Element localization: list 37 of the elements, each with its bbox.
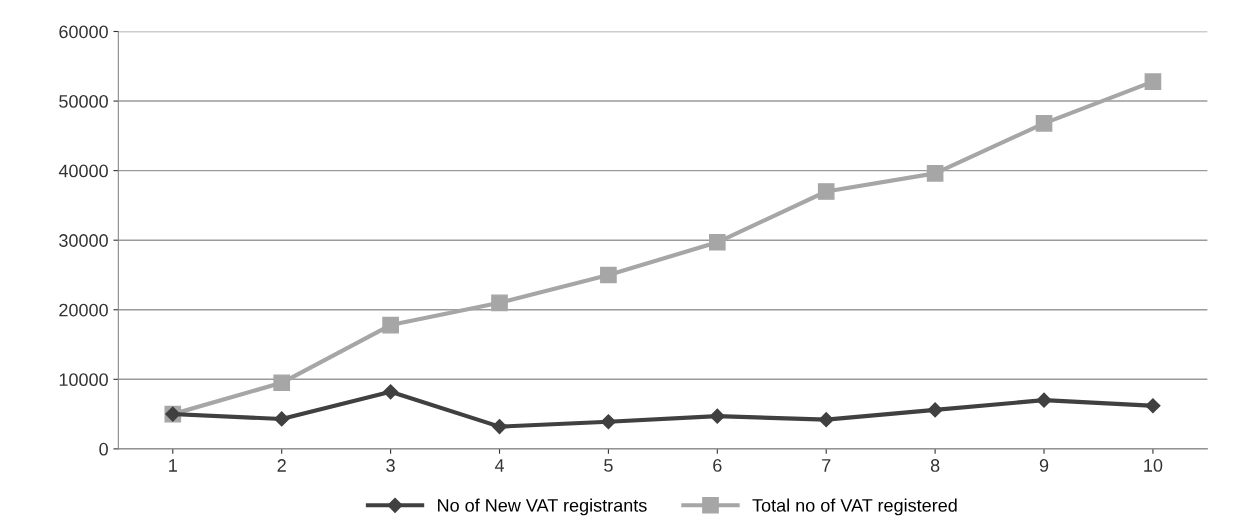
x-tick-label: 4 bbox=[494, 459, 504, 472]
point bbox=[927, 402, 943, 418]
point bbox=[1035, 114, 1053, 132]
y-tick-label: 10000 bbox=[59, 373, 108, 387]
point bbox=[273, 374, 291, 392]
point bbox=[708, 233, 726, 251]
point bbox=[1036, 392, 1052, 408]
point bbox=[817, 183, 835, 200]
x-tick-label: 5 bbox=[604, 459, 613, 472]
y-tick-label: 20000 bbox=[59, 303, 108, 317]
y-tick-label: 0 bbox=[99, 442, 108, 456]
y-tick-label: 50000 bbox=[59, 95, 108, 108]
point bbox=[818, 412, 834, 428]
point bbox=[600, 266, 617, 284]
point bbox=[382, 316, 399, 334]
x-tick-label: 6 bbox=[713, 459, 722, 472]
y-tick-label: 40000 bbox=[58, 164, 108, 178]
x-tick-label: 7 bbox=[822, 459, 831, 472]
point bbox=[926, 165, 944, 182]
y-tick-label: 60000 bbox=[59, 25, 108, 39]
x-tick-label: 2 bbox=[277, 459, 286, 472]
legend-label: No of New VAT registrants bbox=[438, 498, 647, 516]
point bbox=[274, 411, 290, 427]
point bbox=[1144, 73, 1162, 90]
point bbox=[383, 384, 399, 400]
x-tick-label: 8 bbox=[930, 459, 940, 472]
y-tick-label: 30000 bbox=[59, 234, 108, 247]
point bbox=[1145, 398, 1161, 414]
point bbox=[491, 419, 508, 435]
x-tick-label: 9 bbox=[1039, 459, 1049, 472]
legend-label: Total no of VAT registered bbox=[752, 498, 957, 516]
point bbox=[709, 408, 725, 424]
point bbox=[491, 294, 508, 312]
x-tick-label: 3 bbox=[386, 459, 395, 472]
x-tick-label: 1 bbox=[169, 459, 177, 472]
point bbox=[600, 414, 616, 430]
x-tick-label: 10 bbox=[1144, 459, 1163, 472]
